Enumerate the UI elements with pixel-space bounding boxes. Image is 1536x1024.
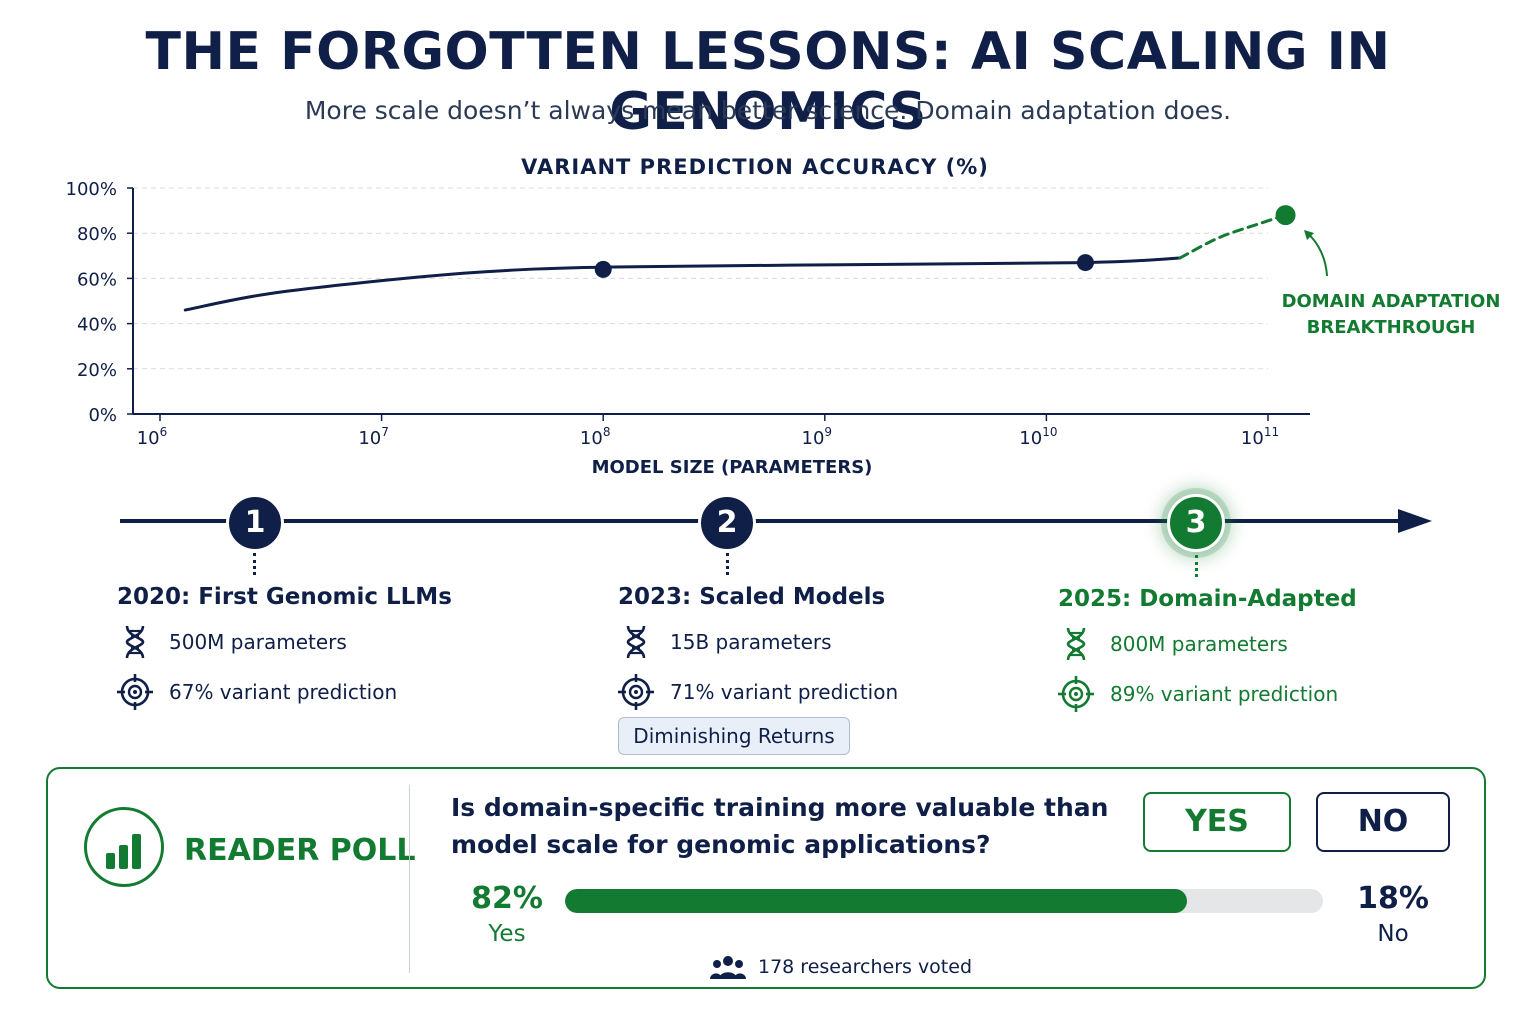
- y-tick-label: 40%: [77, 315, 117, 336]
- milestone-2: 2023: Scaled Models 15B parameters 71% v…: [618, 584, 898, 710]
- milestone-3-accuracy: 89% variant prediction: [1110, 682, 1339, 706]
- vote-yes-button[interactable]: YES: [1143, 792, 1291, 852]
- milestone-1-title: 2020: First Genomic LLMs: [117, 584, 452, 610]
- no-label: No: [1377, 921, 1409, 947]
- annotation-text: DOMAIN ADAPTATION: [1282, 291, 1501, 312]
- milestone-2-params: 15B parameters: [670, 630, 832, 654]
- annotation-arrow: [1306, 232, 1328, 277]
- poll-result-fill: [565, 889, 1187, 913]
- x-tick-label: 106: [137, 425, 168, 449]
- milestone-1-params-row: 500M parameters: [117, 624, 452, 660]
- accuracy-chart: VARIANT PREDICTION ACCURACY (%) 0% 20% 40% 6…: [66, 155, 1501, 478]
- milestone-1-params: 500M parameters: [169, 630, 347, 654]
- annotation-text: BREAKTHROUGH: [1307, 317, 1476, 338]
- vote-no-button[interactable]: NO: [1316, 792, 1450, 852]
- voter-count: 178 researchers voted: [710, 955, 972, 979]
- x-tick-label: 107: [358, 425, 389, 449]
- x-tick-label: 1011: [1241, 425, 1279, 449]
- timeline-arrow: [1398, 509, 1432, 533]
- milestone-1-number: 1: [226, 494, 284, 552]
- milestone-3-params: 800M parameters: [1110, 632, 1288, 656]
- milestone-2-params-row: 15B parameters: [618, 624, 898, 660]
- milestone-3-title: 2025: Domain-Adapted: [1058, 586, 1357, 612]
- x-axis-label: MODEL SIZE (PARAMETERS): [592, 457, 873, 478]
- people-icon: [710, 955, 746, 979]
- page-subtitle: More scale doesn’t always mean better sc…: [304, 96, 1232, 125]
- milestone-1-accuracy-row: 67% variant prediction: [117, 674, 452, 710]
- yes-percent: 82%: [471, 881, 543, 916]
- chart-title: VARIANT PREDICTION ACCURACY (%): [521, 155, 989, 179]
- annotation-arrowhead: [1304, 230, 1314, 240]
- bar-chart-icon: [84, 807, 164, 887]
- x-tick-label: 109: [802, 425, 833, 449]
- milestone-2-accuracy-row: 71% variant prediction: [618, 674, 898, 710]
- milestone-3-connector: [1195, 555, 1198, 577]
- milestone-3-accuracy-row: 89% variant prediction: [1058, 676, 1357, 712]
- target-icon: [1058, 676, 1094, 712]
- milestone-3-params-row: 800M parameters: [1058, 626, 1357, 662]
- milestone-2-connector: [726, 553, 729, 575]
- poll-result-bar: [565, 889, 1323, 913]
- dna-icon: [117, 624, 153, 660]
- y-tick-label: 100%: [66, 179, 117, 200]
- poll-divider: [409, 785, 410, 973]
- y-tick-label: 0%: [88, 405, 117, 426]
- x-tick-label: 1010: [1019, 425, 1057, 449]
- milestone-2-number: 2: [698, 494, 756, 552]
- milestone-3: 2025: Domain-Adapted 800M parameters 89%…: [1058, 586, 1357, 712]
- milestone-2-accuracy: 71% variant prediction: [670, 680, 899, 704]
- dna-icon: [1058, 626, 1094, 662]
- data-point-3: [1275, 205, 1296, 226]
- y-tick-label: 80%: [77, 224, 117, 245]
- target-icon: [117, 674, 153, 710]
- milestone-1-accuracy: 67% variant prediction: [169, 680, 398, 704]
- y-tick-label: 60%: [77, 269, 117, 290]
- milestone-1: 2020: First Genomic LLMs 500M parameters…: [117, 584, 452, 710]
- page-title: THE FORGOTTEN LESSONS: AI SCALING IN GEN…: [145, 22, 1391, 142]
- data-point-2: [1076, 254, 1094, 272]
- timeline-line: [120, 519, 1410, 523]
- reader-poll: READER POLL Is domain-specific training …: [46, 767, 1486, 989]
- dna-icon: [618, 624, 654, 660]
- x-tick-label: 108: [580, 425, 611, 449]
- yes-label: Yes: [488, 921, 526, 947]
- no-percent: 18%: [1357, 881, 1429, 916]
- poll-question: Is domain-specific training more valuabl…: [451, 793, 1109, 859]
- target-icon: [618, 674, 654, 710]
- voter-count-text: 178 researchers voted: [758, 956, 973, 978]
- y-tick-label: 20%: [77, 360, 117, 381]
- milestone-2-title: 2023: Scaled Models: [618, 584, 886, 610]
- milestone-1-connector: [253, 553, 256, 575]
- series-line-1: [183, 256, 1182, 312]
- data-point-1: [594, 260, 612, 278]
- poll-label: READER POLL: [184, 833, 416, 868]
- series-line-2: [1178, 213, 1288, 260]
- milestone-3-number: 3: [1167, 494, 1225, 552]
- diminishing-returns-badge: Diminishing Returns: [618, 717, 850, 755]
